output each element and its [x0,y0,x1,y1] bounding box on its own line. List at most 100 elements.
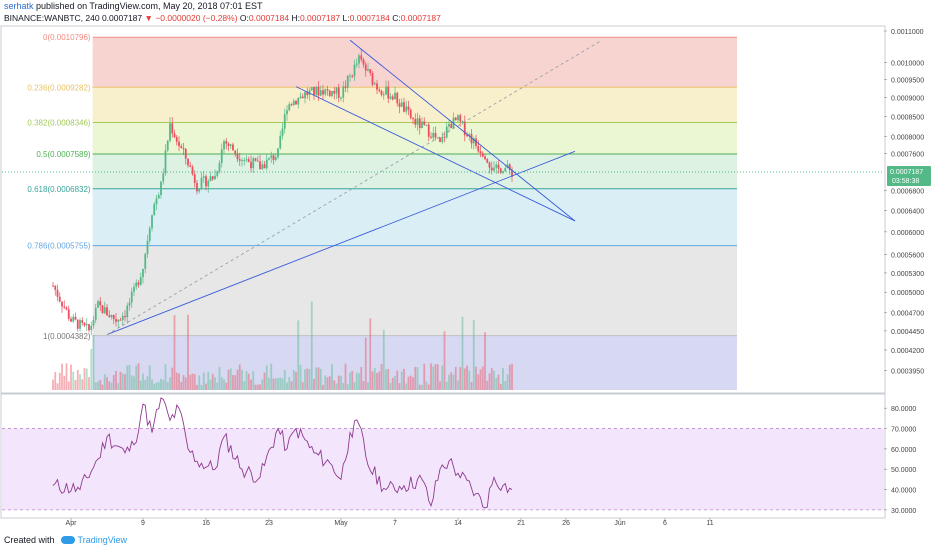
candle-body [227,143,230,146]
price-tick-label: 0.0006800 [891,188,924,195]
candle-body [112,314,115,320]
price-tick-label: 0.0008000 [891,135,924,142]
candle-body [385,86,387,95]
fibonacci-retracement[interactable] [92,36,738,390]
candle-body [193,174,196,184]
candle-body [94,307,97,320]
volume-bar [225,382,228,390]
volume-bar [421,384,423,390]
candle-body [286,110,288,115]
candle-body [290,104,293,106]
candle-body [313,86,315,95]
volume-bar [135,365,138,390]
trendline[interactable] [106,150,576,336]
candle-body [301,96,304,99]
volume-bar [238,364,241,390]
candle-body [403,102,405,112]
volume-bar [353,382,356,390]
volume-bar [315,367,318,390]
candle-body [277,148,279,158]
volume-bar [304,369,306,390]
candle-body [378,89,381,91]
volume-bar [83,368,86,390]
volume-bar [279,377,282,390]
fib-zone [92,245,738,336]
price-tick-label: 0.0006000 [891,230,924,237]
price-axis[interactable]: 0.0011000 0.0010000 0.0009500 0.0009000 0.00… [884,29,924,375]
candle-body [211,176,214,180]
candle-body [101,305,104,314]
time-axis[interactable]: Apr 9 16 23 May 7 14 21 26 Jun 6 11 [66,518,714,527]
volume-bar [130,375,133,390]
volume-bar [182,375,185,390]
rsi-tick-label: 30.0000 [891,508,916,515]
candle-body [76,319,79,329]
volume-bar [173,315,176,390]
candle-body [79,320,81,329]
fib-zone [92,188,738,246]
symbol-label[interactable]: BINANCE:WANBTC, 240 [4,13,100,23]
volume-bar [164,364,167,390]
candle-body [499,168,502,173]
volume-bar [484,332,486,390]
volume-bar [506,374,509,390]
volume-bar [495,377,498,390]
volume-bar [90,348,93,390]
published-text: published on TradingView.com, May 20, 20… [36,1,263,11]
volume-bar [261,379,264,390]
volume-bar [306,368,309,390]
volume-bar [263,372,266,390]
fib-level-label: 0.5(0.0007589) [36,150,91,159]
candle-body [234,150,237,154]
volume-bar [243,381,246,390]
candle-body [58,296,61,302]
volume-bar [142,373,144,390]
volume-bar [445,381,448,390]
candle-body [54,285,57,290]
candle-body [139,277,142,285]
author-link[interactable]: serhatk [4,1,34,11]
volume-bar [72,371,75,390]
trendline[interactable] [349,39,576,222]
volume-bar [74,380,77,390]
price-tick-label: 0.0005600 [891,253,924,260]
candle-body [380,90,383,95]
candle-body [423,121,426,125]
volume-bar [162,379,165,390]
volume-bar [344,363,347,390]
rsi-axis[interactable]: 80.0000 70.0000 60.0000 50.0000 40.0000 30.00… [884,406,916,515]
candle-body [477,146,480,152]
ohlc-low-label: L: [342,13,350,23]
candle-body [155,198,158,205]
volume-bar [126,365,129,390]
candle-body [61,301,63,307]
volume-bar [497,374,500,390]
volume-bar [148,365,151,390]
candle-body [223,141,225,150]
volume-bar [335,383,338,390]
candle-body [137,282,140,285]
volume-bar [92,334,95,390]
candle-body [225,141,228,144]
tradingview-brand[interactable]: TradingView [77,535,128,545]
ohlc-open-label: O: [239,13,249,23]
candle-body [175,137,178,142]
candle-body [232,144,234,151]
candle-body [497,164,500,169]
volume-bar [218,367,221,390]
ohlc-close-label: C: [392,13,401,23]
trendline[interactable] [295,86,576,222]
candle-body [495,164,498,168]
price-tick-label: 0.0009500 [891,78,924,85]
candle-body [364,64,367,71]
candle-body [74,316,77,320]
candle-body [412,117,414,120]
candle-body [418,118,421,128]
candle-body [63,306,66,308]
price-tick-label: 0.0009000 [891,95,924,102]
candle-body [178,141,180,147]
volume-bar [463,368,466,390]
candle-body [245,159,248,161]
trendlines[interactable] [106,39,603,336]
